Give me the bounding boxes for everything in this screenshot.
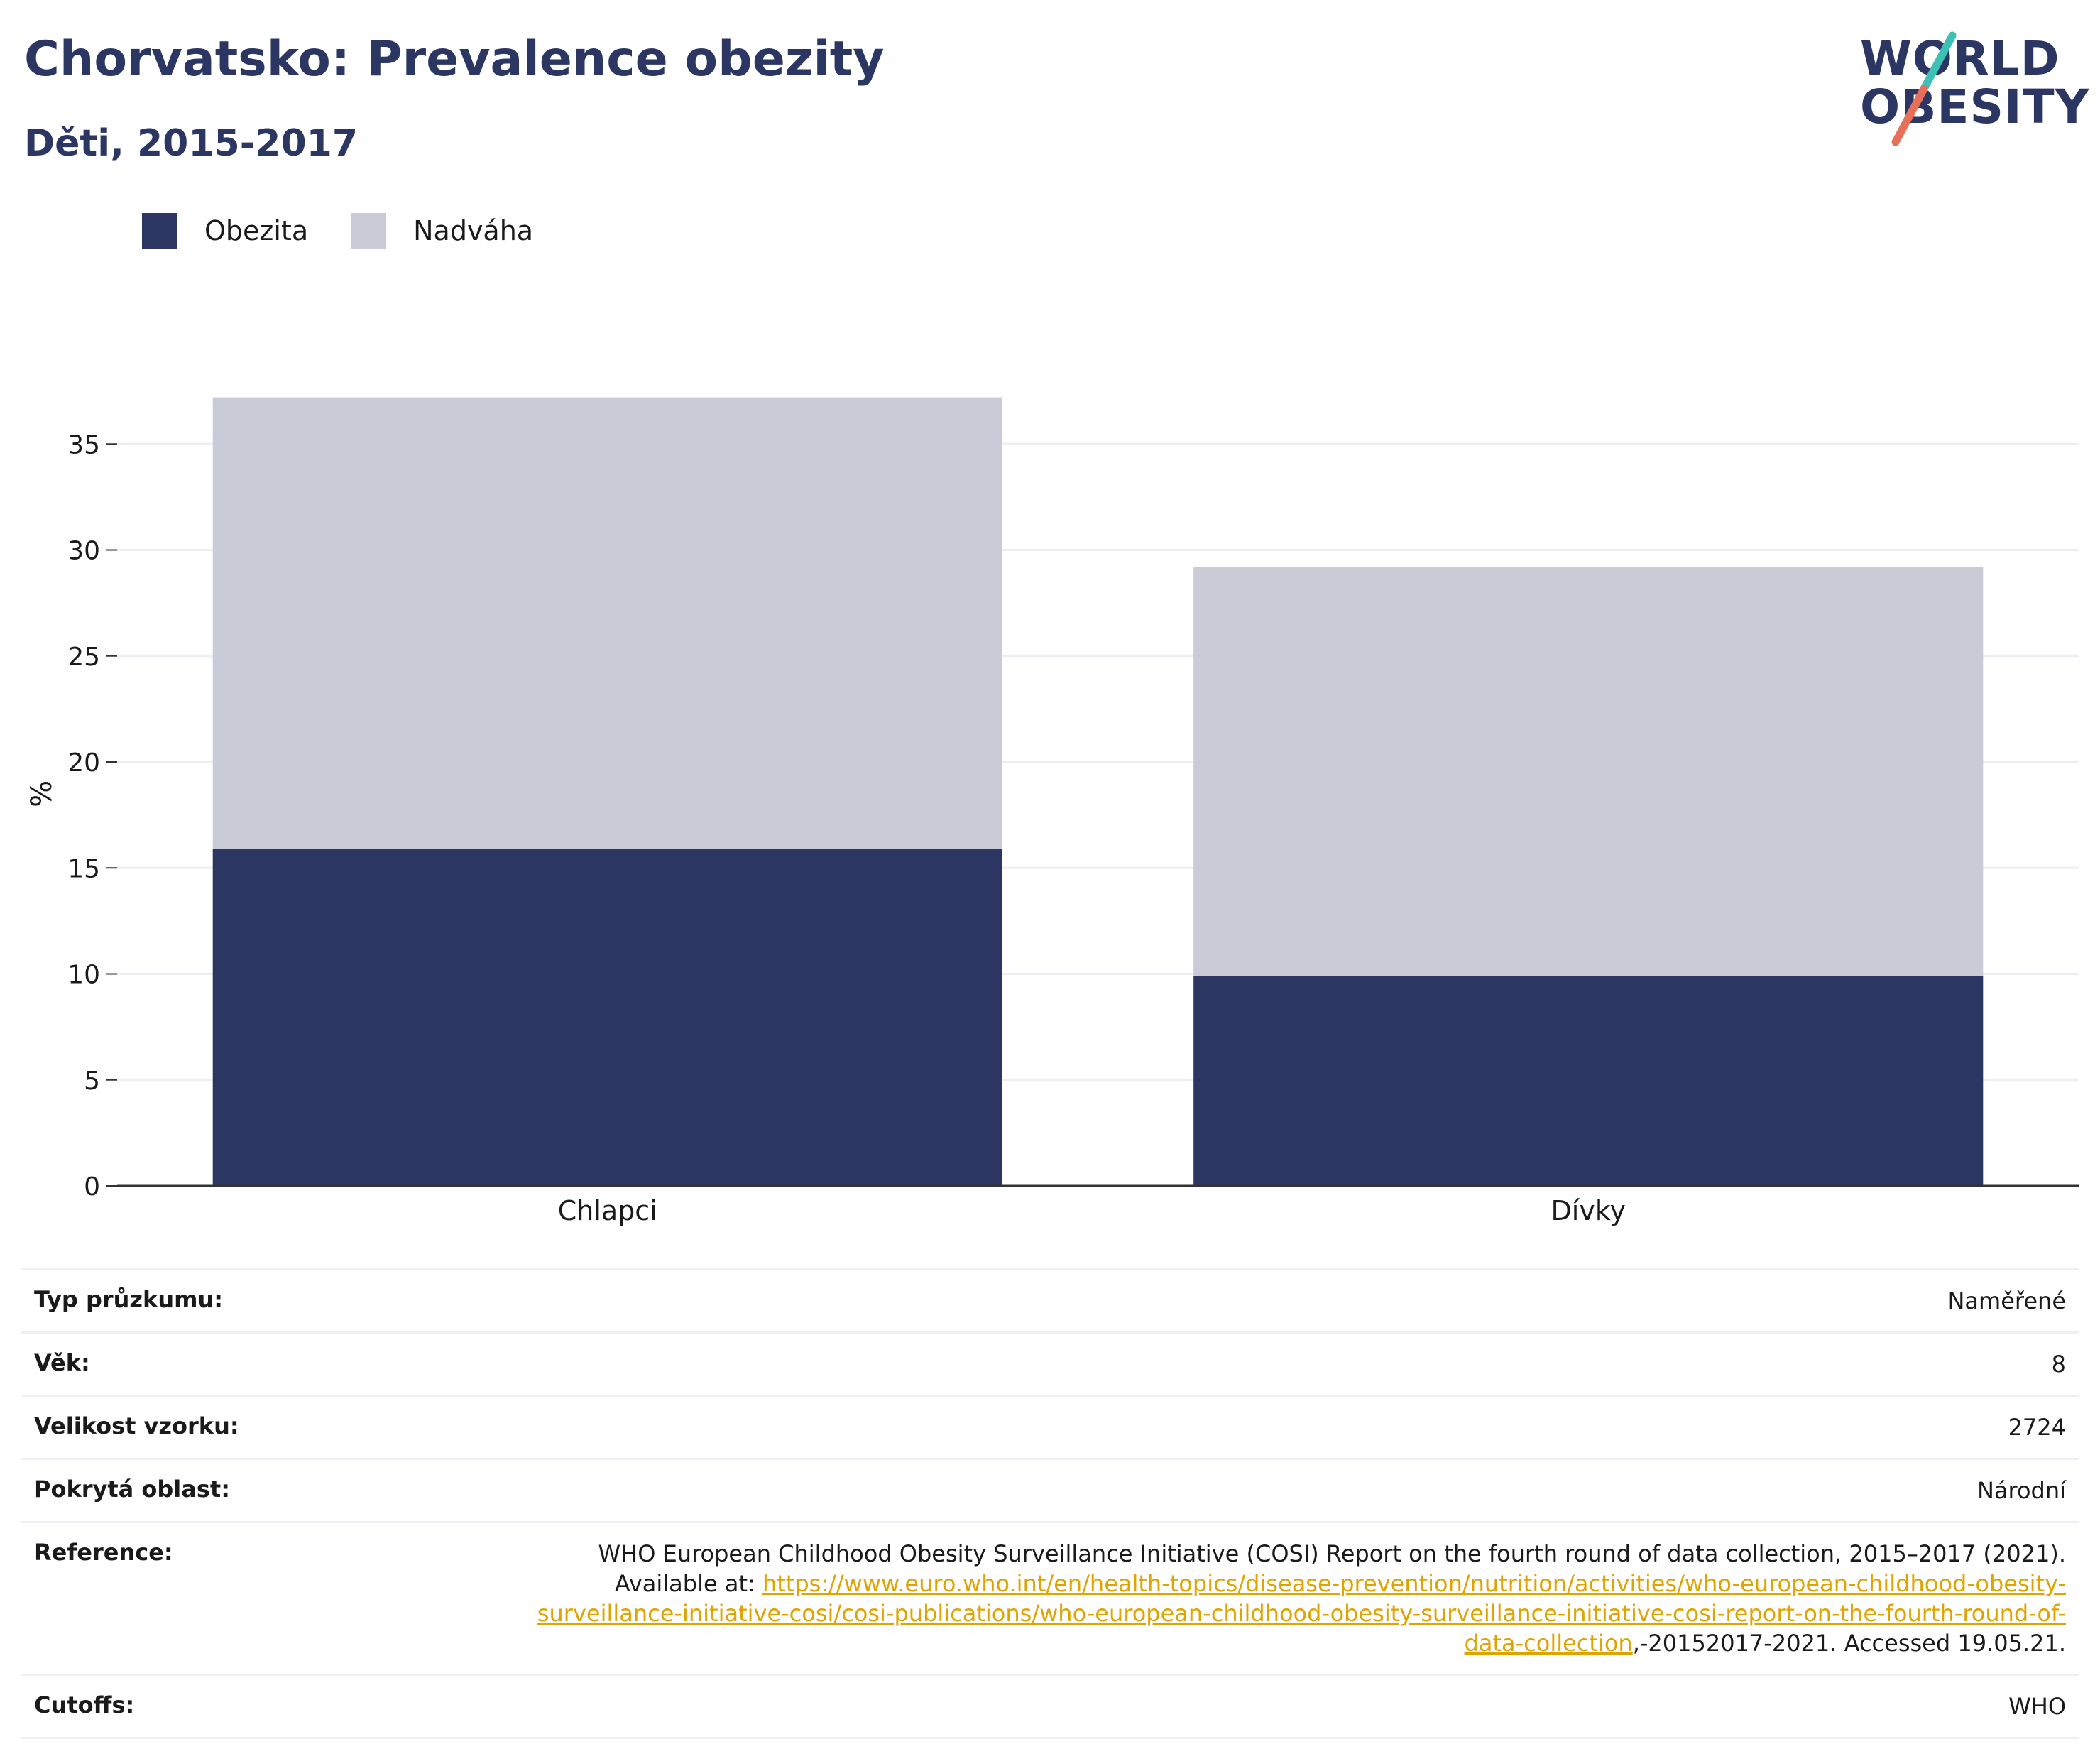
y-tick-label: 10 [67, 961, 100, 990]
info-table: Typ průzkumu: Naměřené Věk: 8 Velikost v… [21, 1268, 2079, 1739]
reference-link[interactable]: https://www.euro.who.int/en/health-topic… [537, 1570, 2066, 1657]
y-tick-label: 30 [67, 537, 100, 566]
page-title: Chorvatsko: Prevalence obezity [24, 31, 885, 87]
y-tick-label: 25 [67, 643, 100, 672]
info-row-survey-type: Typ průzkumu: Naměřené [21, 1270, 2079, 1334]
info-row-cutoffs: Cutoffs: WHO [21, 1676, 2079, 1739]
reference-text: WHO European Childhood Obesity Surveilla… [504, 1539, 2066, 1658]
page-subtitle: Děti, 2015-2017 [24, 122, 359, 165]
info-row-reference: Reference: WHO European Childhood Obesit… [21, 1523, 2079, 1676]
legend-swatch-overweight [351, 213, 387, 249]
bar-obesity [212, 849, 1002, 1186]
y-tick-label: 0 [84, 1172, 100, 1202]
legend-item-overweight[interactable]: Nadváha [351, 213, 533, 249]
world-obesity-logo: WORLD OBESITY [1846, 21, 2090, 149]
y-tick-label: 5 [84, 1067, 100, 1096]
info-value: 8 [2051, 1351, 2066, 1378]
y-tick-label: 20 [67, 748, 100, 778]
legend-swatch-obesity [142, 213, 177, 249]
info-label: Pokrytá oblast: [34, 1476, 230, 1503]
bar-chart: 0 5 10 15 20 25 30 35% Chlapci Dívky [26, 397, 2079, 1226]
info-value: 2724 [2008, 1414, 2066, 1441]
reference-text-after: ,-20152017-2021. Accessed 19.05.21. [1632, 1630, 2066, 1657]
info-label: Velikost vzorku: [34, 1412, 239, 1439]
legend-label-overweight: Nadváha [413, 215, 534, 246]
reference-text-before: WHO European Childhood Obesity Surveilla… [598, 1540, 2067, 1597]
info-label: Cutoffs: [34, 1691, 135, 1718]
y-axis-label: % [26, 780, 58, 807]
y-tick-label: 35 [67, 430, 100, 459]
logo-line-1: WORLD [1860, 31, 2060, 86]
legend-label-obesity: Obezita [204, 215, 309, 246]
bar-overweight [1193, 567, 1984, 976]
y-tick-label: 15 [67, 854, 100, 883]
bar-overweight [212, 397, 1002, 849]
info-value: WHO [2008, 1693, 2066, 1720]
info-label: Typ průzkumu: [34, 1286, 224, 1313]
info-label: Věk: [34, 1349, 90, 1376]
info-value: Naměřené [1947, 1287, 2066, 1314]
x-tick-label: Chlapci [558, 1195, 657, 1226]
logo-slash-icon [1891, 31, 1957, 146]
logo-line-2: OBESITY [1860, 80, 2090, 134]
bar-obesity [1193, 976, 1984, 1186]
info-value: Národní [1976, 1477, 2066, 1504]
x-tick-label: Dívky [1551, 1195, 1626, 1226]
chart-legend: Obezita Nadváha [142, 213, 576, 249]
info-row-age: Věk: 8 [21, 1334, 2079, 1397]
info-row-sample-size: Velikost vzorku: 2724 [21, 1397, 2079, 1460]
info-row-coverage: Pokrytá oblast: Národní [21, 1460, 2079, 1523]
info-label: Reference: [34, 1539, 173, 1566]
legend-item-obesity[interactable]: Obezita [142, 213, 308, 249]
